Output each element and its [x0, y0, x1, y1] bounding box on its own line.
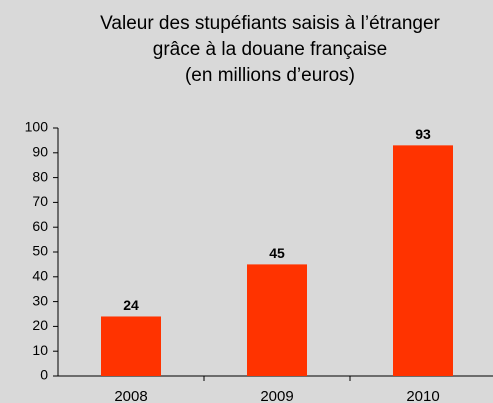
bar [247, 264, 307, 376]
y-tick-label: 20 [32, 317, 48, 333]
bar [393, 145, 453, 376]
value-label: 45 [269, 245, 285, 261]
y-tick-label: 90 [32, 144, 48, 160]
y-tick-label: 100 [25, 119, 49, 135]
y-tick-label: 30 [32, 292, 48, 308]
value-label: 24 [123, 297, 139, 313]
y-tick-label: 80 [32, 168, 48, 184]
bar [101, 316, 161, 376]
chart-title: Valeur des stupéfiants saisis à l’étrang… [100, 13, 440, 34]
y-tick-label: 0 [40, 367, 48, 383]
y-tick-label: 70 [32, 193, 48, 209]
x-tick-label: 2008 [114, 388, 147, 403]
chart-title: (en millions d’euros) [185, 65, 355, 86]
y-tick-label: 50 [32, 243, 48, 259]
y-tick-label: 40 [32, 268, 48, 284]
x-tick-label: 2009 [260, 388, 293, 403]
y-tick-label: 60 [32, 218, 48, 234]
x-tick-label: 2010 [406, 388, 439, 403]
chart-title: grâce à la douane française [153, 39, 388, 60]
y-tick-label: 10 [32, 342, 48, 358]
value-label: 93 [415, 126, 431, 142]
